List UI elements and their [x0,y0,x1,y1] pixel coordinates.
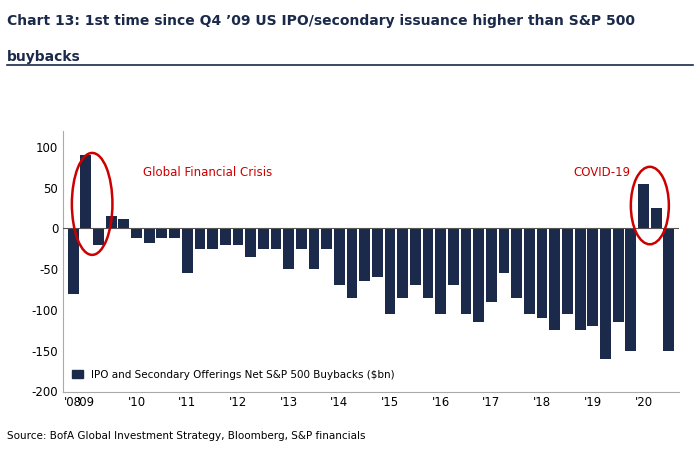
Bar [68,229,78,294]
Bar [612,229,624,322]
Bar [498,229,510,273]
Bar [284,229,294,269]
Bar [346,229,358,298]
Bar [118,219,130,229]
Bar [271,229,281,249]
Bar [625,229,636,351]
Bar [195,229,205,249]
Bar [461,229,471,314]
Bar [384,229,395,314]
Bar [182,229,192,273]
Bar [245,229,256,257]
Bar [106,216,117,229]
Bar [321,229,332,249]
Bar [309,229,319,269]
Bar [220,229,230,245]
Bar [435,229,446,314]
Bar [410,229,421,285]
Bar [334,229,344,285]
Bar [131,229,142,238]
Legend: IPO and Secondary Offerings Net S&P 500 Buybacks ($bn): IPO and Secondary Offerings Net S&P 500 … [68,365,399,384]
Bar [359,229,370,281]
Bar [448,229,458,285]
Text: Global Financial Crisis: Global Financial Crisis [143,166,272,180]
Bar [587,229,598,326]
Bar [664,229,674,351]
Bar [169,229,180,238]
Bar [232,229,244,245]
Bar [651,208,661,229]
Bar [423,229,433,298]
Bar [258,229,269,249]
Bar [144,229,155,243]
Bar [473,229,484,322]
Bar [486,229,497,302]
Text: Source: BofA Global Investment Strategy, Bloomberg, S&P financials: Source: BofA Global Investment Strategy,… [7,431,365,441]
Text: buybacks: buybacks [7,50,80,64]
Text: Chart 13: 1st time since Q4 ’09 US IPO/secondary issuance higher than S&P 500: Chart 13: 1st time since Q4 ’09 US IPO/s… [7,14,635,27]
Bar [550,229,560,330]
Bar [93,229,104,245]
Bar [296,229,307,249]
Bar [600,229,611,359]
Bar [537,229,547,318]
Bar [398,229,408,298]
Text: COVID-19: COVID-19 [574,166,631,180]
Bar [575,229,585,330]
Bar [524,229,535,314]
Bar [372,229,383,277]
Bar [638,184,649,229]
Bar [207,229,218,249]
Bar [562,229,573,314]
Bar [512,229,522,298]
Bar [80,155,91,229]
Bar [157,229,167,238]
